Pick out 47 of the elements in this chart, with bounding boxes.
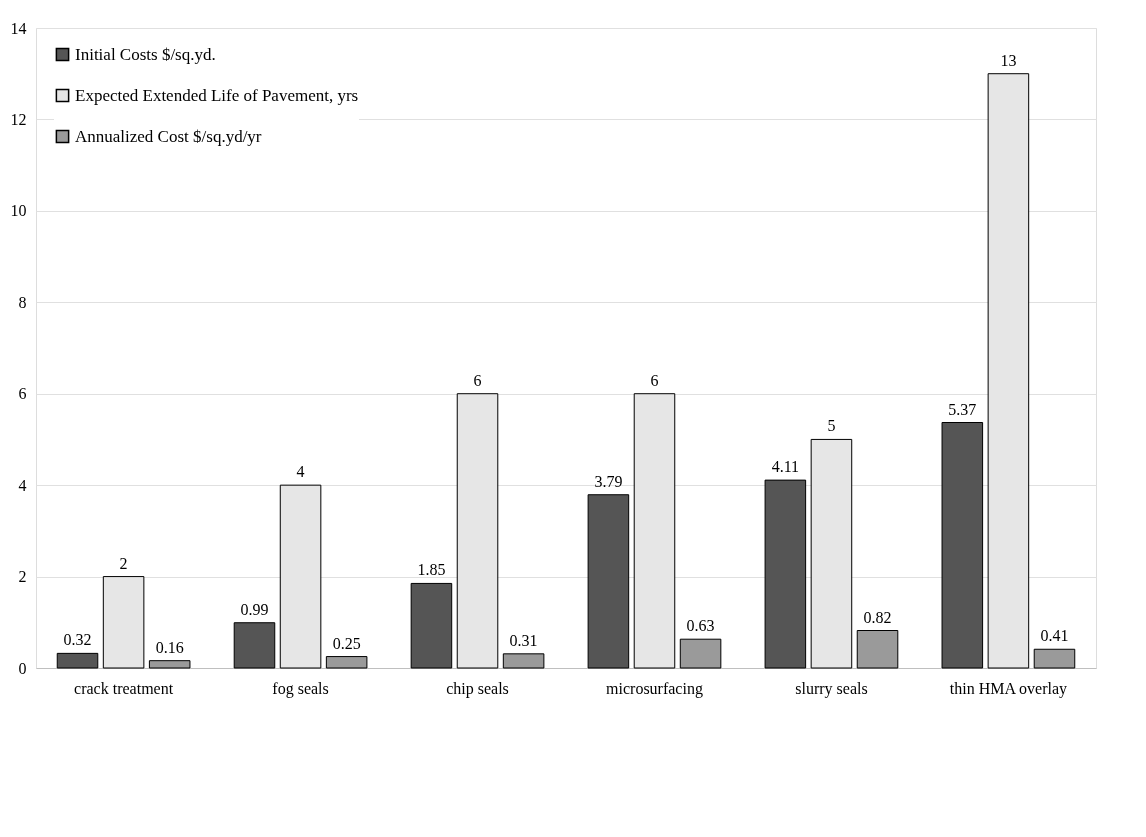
bar bbox=[233, 622, 276, 669]
data-label: 0.25 bbox=[332, 634, 361, 652]
x-tick-label: microsurfacing bbox=[606, 679, 703, 698]
data-label: 13 bbox=[1000, 51, 1017, 69]
bar bbox=[764, 479, 807, 669]
bar bbox=[587, 494, 630, 669]
legend-label: Initial Costs $/sq.yd. bbox=[75, 44, 216, 64]
data-label: 2 bbox=[119, 554, 128, 572]
data-label: 0.16 bbox=[155, 638, 184, 656]
data-label: 4 bbox=[296, 463, 305, 481]
x-tick-label: crack treatment bbox=[74, 679, 174, 697]
y-tick-label: 14 bbox=[10, 19, 27, 37]
bar bbox=[148, 660, 191, 669]
data-label: 3.79 bbox=[594, 472, 623, 490]
data-label: 6 bbox=[650, 371, 659, 389]
bar bbox=[856, 630, 899, 669]
y-tick-label: 12 bbox=[10, 110, 27, 128]
data-label: 5.37 bbox=[948, 400, 977, 418]
data-label: 6 bbox=[473, 371, 482, 389]
x-tick-label: thin HMA overlay bbox=[949, 679, 1068, 698]
bar bbox=[56, 652, 99, 669]
bar bbox=[410, 582, 453, 669]
data-label: 0.99 bbox=[240, 600, 269, 618]
bar bbox=[325, 656, 368, 669]
bar bbox=[1033, 648, 1076, 669]
data-label: 1.85 bbox=[417, 561, 446, 579]
data-label: 0.41 bbox=[1040, 627, 1069, 645]
legend-label: Annualized Cost $/sq.yd/yr bbox=[75, 126, 262, 146]
data-label: 0.32 bbox=[63, 631, 92, 649]
data-label: 4.11 bbox=[771, 458, 800, 476]
y-tick-label: 6 bbox=[18, 385, 27, 403]
y-tick-label: 0 bbox=[18, 659, 27, 677]
y-tick-label: 2 bbox=[18, 568, 27, 586]
bar bbox=[941, 422, 984, 669]
y-tick-label: 4 bbox=[18, 476, 27, 494]
data-label: 0.63 bbox=[686, 617, 715, 635]
data-label: 0.82 bbox=[863, 608, 892, 626]
legend-label: Expected Extended Life of Pavement, yrs bbox=[75, 85, 359, 105]
x-tick-label: chip seals bbox=[446, 679, 509, 698]
x-tick-label: fog seals bbox=[272, 679, 329, 698]
y-tick-label: 8 bbox=[18, 293, 27, 311]
bar bbox=[502, 653, 545, 669]
y-tick-label: 10 bbox=[10, 202, 27, 220]
data-label: 0.31 bbox=[509, 631, 538, 649]
x-tick-label: slurry seals bbox=[795, 679, 868, 698]
data-label: 5 bbox=[827, 417, 836, 435]
bar bbox=[679, 638, 722, 669]
